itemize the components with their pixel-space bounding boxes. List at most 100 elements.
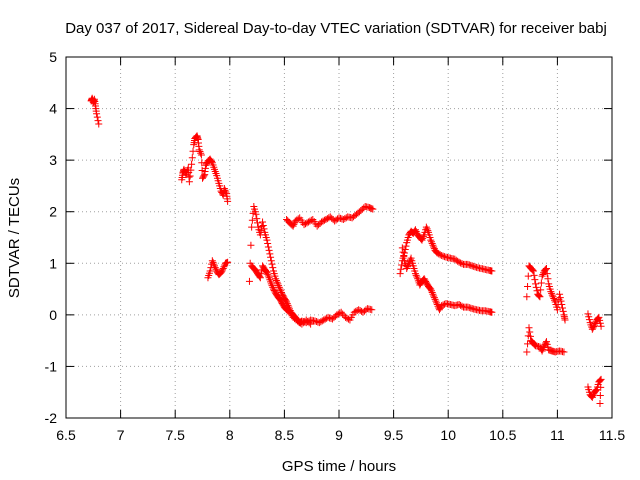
- data-point: [264, 272, 272, 280]
- data-point: [422, 223, 430, 231]
- data-point: [590, 323, 598, 331]
- y-tick-label: 0: [49, 307, 57, 323]
- data-point: [596, 391, 604, 399]
- data-point: [523, 348, 531, 356]
- data-point: [263, 269, 271, 277]
- data-point: [253, 215, 261, 223]
- data-point: [471, 263, 479, 271]
- series-s08: [398, 244, 496, 316]
- data-point: [93, 113, 101, 121]
- data-point: [547, 288, 555, 296]
- data-point: [561, 316, 569, 324]
- data-point: [465, 304, 473, 312]
- data-point: [325, 214, 333, 222]
- data-point: [530, 271, 538, 279]
- data-point: [427, 238, 435, 246]
- data-point: [596, 400, 604, 408]
- data-point: [430, 292, 438, 300]
- series-s05: [248, 262, 315, 328]
- data-point: [272, 276, 280, 284]
- data-point: [315, 319, 323, 327]
- data-point: [436, 251, 444, 259]
- data-point: [457, 301, 465, 309]
- data-point: [454, 257, 462, 265]
- data-point: [356, 307, 364, 315]
- data-point: [411, 226, 419, 234]
- series-s11: [584, 310, 605, 333]
- data-point: [411, 270, 419, 278]
- data-point: [553, 306, 561, 314]
- data-point: [211, 264, 219, 272]
- data-point: [550, 295, 558, 303]
- data-point: [402, 242, 410, 250]
- data-point: [542, 264, 550, 272]
- data-point: [435, 250, 443, 258]
- data-point: [537, 279, 545, 287]
- data-point: [397, 265, 405, 273]
- data-point: [267, 253, 275, 261]
- data-point: [467, 261, 475, 269]
- data-point: [468, 262, 476, 270]
- data-point: [327, 314, 335, 322]
- y-axis-title: SDTVAR / TECUs: [6, 178, 23, 298]
- data-point: [318, 218, 326, 226]
- data-point: [592, 386, 600, 394]
- data-point: [431, 295, 439, 303]
- data-point: [259, 218, 267, 226]
- data-point: [319, 217, 327, 225]
- data-point: [355, 306, 363, 314]
- data-point: [531, 276, 539, 284]
- data-point: [433, 299, 441, 307]
- data-point: [427, 287, 435, 295]
- series-s10: [523, 324, 568, 356]
- x-tick-label: 11.5: [599, 427, 625, 443]
- data-point: [341, 215, 349, 223]
- data-point: [275, 282, 283, 290]
- data-point: [401, 249, 409, 257]
- data-point: [306, 217, 314, 225]
- y-tick-label: 4: [49, 101, 57, 117]
- data-point: [556, 290, 564, 298]
- data-point: [224, 258, 232, 266]
- data-point: [195, 146, 203, 154]
- data-point: [257, 227, 265, 235]
- data-point: [427, 285, 435, 293]
- data-point: [529, 266, 537, 274]
- data-point: [441, 253, 449, 261]
- data-point: [368, 205, 376, 213]
- data-point: [412, 271, 420, 279]
- data-point: [333, 311, 341, 319]
- data-point: [458, 260, 466, 268]
- data-point: [256, 274, 264, 282]
- x-tick-label: 7: [117, 427, 125, 443]
- data-point: [188, 154, 196, 162]
- series-s03: [204, 257, 232, 282]
- data-point: [274, 280, 282, 288]
- data-point: [597, 375, 605, 383]
- data-point: [524, 282, 532, 290]
- y-tick-label: 3: [49, 152, 57, 168]
- data-point: [588, 393, 596, 401]
- data-point: [320, 316, 328, 324]
- data-point: [428, 289, 436, 297]
- series-s02: [178, 132, 232, 205]
- y-tick-label: 2: [49, 204, 57, 220]
- data-point: [439, 252, 447, 260]
- data-point: [403, 263, 411, 271]
- data-point: [528, 265, 536, 273]
- data-point: [300, 221, 308, 229]
- data-point: [424, 227, 432, 235]
- data-point: [534, 291, 542, 299]
- x-tick-label: 9.5: [384, 427, 404, 443]
- data-point: [305, 319, 313, 327]
- data-point: [542, 339, 550, 347]
- data-point: [464, 303, 472, 311]
- data-point: [318, 317, 326, 325]
- data-point: [465, 261, 473, 269]
- data-point: [224, 197, 232, 205]
- data-point: [536, 293, 544, 301]
- y-tick-label: 1: [49, 255, 57, 271]
- data-point: [187, 166, 195, 174]
- data-point: [458, 302, 466, 310]
